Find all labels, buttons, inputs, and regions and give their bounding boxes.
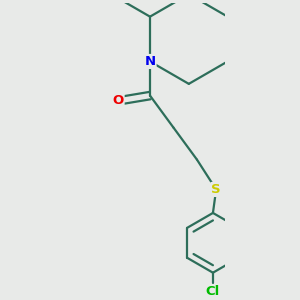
Text: O: O: [112, 94, 124, 107]
Text: Cl: Cl: [206, 285, 220, 298]
Text: S: S: [211, 183, 221, 196]
Text: N: N: [144, 55, 156, 68]
